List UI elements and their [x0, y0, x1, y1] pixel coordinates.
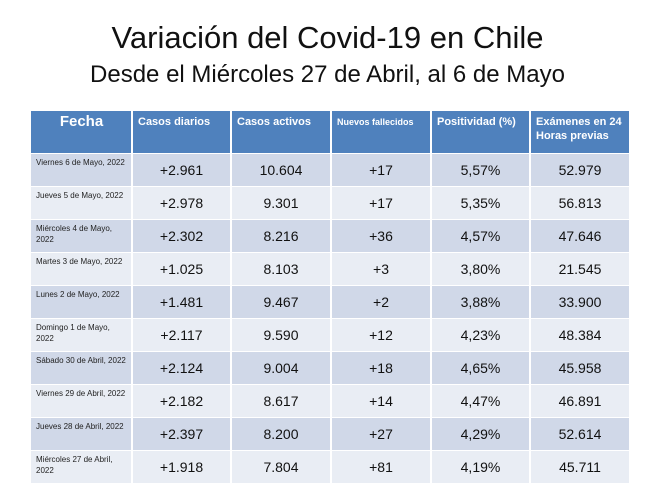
cell-casos-diarios: +1.918 — [132, 450, 232, 483]
cell-nuevos-fallecidos: +3 — [331, 252, 432, 286]
cell-casos-diarios: +1.025 — [132, 252, 232, 286]
column-header-positividad: Positividad (%) — [431, 111, 531, 154]
cell-examenes: 56.813 — [530, 186, 629, 220]
cell-positividad: 3,88% — [431, 285, 531, 319]
table-header-row: Fecha Casos diarios Casos activos Nuevos… — [31, 111, 629, 154]
table-row: Lunes 2 de Mayo, 2022 +1.481 9.467 +2 3,88% 3… — [31, 285, 629, 319]
cell-casos-diarios: +2.117 — [132, 318, 232, 352]
cell-casos-activos: 8.617 — [231, 384, 332, 418]
cell-examenes: 48.384 — [530, 318, 629, 352]
cell-fecha: Miércoles 27 de Abril, 2022 — [31, 450, 133, 483]
cell-fecha: Lunes 2 de Mayo, 2022 — [31, 285, 133, 319]
cell-examenes: 46.891 — [530, 384, 629, 418]
cell-positividad: 5,35% — [431, 186, 531, 220]
page-title: Variación del Covid-19 en Chile — [111, 20, 544, 55]
cell-nuevos-fallecidos: +2 — [331, 285, 432, 319]
cell-casos-diarios: +2.397 — [132, 417, 232, 451]
page-subtitle: Desde el Miércoles 27 de Abril, al 6 de … — [90, 61, 565, 88]
cell-fecha: Viernes 6 de Mayo, 2022 — [31, 153, 133, 187]
column-header-casos-diarios: Casos diarios — [132, 111, 232, 154]
cell-fecha: Sábado 30 de Abril, 2022 — [31, 351, 133, 385]
table-row: Miércoles 4 de Mayo, 2022 +2.302 8.216 +36 4… — [31, 219, 629, 253]
table-row: Jueves 5 de Mayo, 2022 +2.978 9.301 +17 5,35… — [31, 186, 629, 220]
cell-positividad: 5,57% — [431, 153, 531, 187]
cell-casos-activos: 8.216 — [231, 219, 332, 253]
cell-nuevos-fallecidos: +17 — [331, 186, 432, 220]
cell-casos-diarios: +2.182 — [132, 384, 232, 418]
cell-casos-diarios: +2.978 — [132, 186, 232, 220]
cell-positividad: 4,23% — [431, 318, 531, 352]
cell-nuevos-fallecidos: +14 — [331, 384, 432, 418]
cell-casos-diarios: +2.302 — [132, 219, 232, 253]
cell-casos-activos: 10.604 — [231, 153, 332, 187]
column-header-casos-activos: Casos activos — [231, 111, 332, 154]
cell-fecha: Martes 3 de Mayo, 2022 — [31, 252, 133, 286]
cell-casos-activos: 9.004 — [231, 351, 332, 385]
cell-nuevos-fallecidos: +17 — [331, 153, 432, 187]
cell-examenes: 47.646 — [530, 219, 629, 253]
cell-nuevos-fallecidos: +81 — [331, 450, 432, 483]
cell-fecha: Domingo 1 de Mayo, 2022 — [31, 318, 133, 352]
cell-casos-activos: 7.804 — [231, 450, 332, 483]
cell-positividad: 4,47% — [431, 384, 531, 418]
table-row: Sábado 30 de Abril, 2022 +2.124 9.004 +18 4,… — [31, 351, 629, 385]
cell-positividad: 3,80% — [431, 252, 531, 286]
cell-positividad: 4,65% — [431, 351, 531, 385]
cell-fecha: Viernes 29 de Abril, 2022 — [31, 384, 133, 418]
table-row: Viernes 29 de Abril, 2022 +2.182 8.617 +14 4… — [31, 384, 629, 418]
cell-casos-activos: 9.467 — [231, 285, 332, 319]
cell-fecha: Miércoles 4 de Mayo, 2022 — [31, 219, 133, 253]
cell-positividad: 4,29% — [431, 417, 531, 451]
covid-table: Fecha Casos diarios Casos activos Nuevos… — [31, 111, 629, 483]
cell-examenes: 21.545 — [530, 252, 629, 286]
cell-casos-activos: 8.103 — [231, 252, 332, 286]
cell-fecha: Jueves 28 de Abril, 2022 — [31, 417, 133, 451]
cell-casos-activos: 9.590 — [231, 318, 332, 352]
cell-casos-activos: 8.200 — [231, 417, 332, 451]
cell-examenes: 45.711 — [530, 450, 629, 483]
table-row: Miércoles 27 de Abril, 2022 +1.918 7.804 +8… — [31, 450, 629, 483]
cell-nuevos-fallecidos: +12 — [331, 318, 432, 352]
table-body: Viernes 6 de Mayo, 2022 +2.961 10.604 +17 5,… — [31, 153, 629, 483]
table-row: Jueves 28 de Abril, 2022 +2.397 8.200 +27 4,… — [31, 417, 629, 451]
cell-examenes: 45.958 — [530, 351, 629, 385]
table-row: Martes 3 de Mayo, 2022 +1.025 8.103 +3 3,80%… — [31, 252, 629, 286]
cell-casos-diarios: +2.961 — [132, 153, 232, 187]
cell-casos-activos: 9.301 — [231, 186, 332, 220]
column-header-nuevos-fallecidos: Nuevos fallecidos — [331, 111, 432, 154]
column-header-examenes: Exámenes en 24 Horas previas — [530, 111, 629, 154]
cell-positividad: 4,57% — [431, 219, 531, 253]
table-row: Viernes 6 de Mayo, 2022 +2.961 10.604 +17 5,… — [31, 153, 629, 187]
cell-examenes: 52.614 — [530, 417, 629, 451]
column-header-fecha: Fecha — [31, 111, 133, 154]
cell-positividad: 4,19% — [431, 450, 531, 483]
cell-examenes: 33.900 — [530, 285, 629, 319]
cell-nuevos-fallecidos: +36 — [331, 219, 432, 253]
table-row: Domingo 1 de Mayo, 2022 +2.117 9.590 +12 4,2… — [31, 318, 629, 352]
cell-nuevos-fallecidos: +27 — [331, 417, 432, 451]
cell-nuevos-fallecidos: +18 — [331, 351, 432, 385]
cell-fecha: Jueves 5 de Mayo, 2022 — [31, 186, 133, 220]
cell-examenes: 52.979 — [530, 153, 629, 187]
cell-casos-diarios: +2.124 — [132, 351, 232, 385]
cell-casos-diarios: +1.481 — [132, 285, 232, 319]
